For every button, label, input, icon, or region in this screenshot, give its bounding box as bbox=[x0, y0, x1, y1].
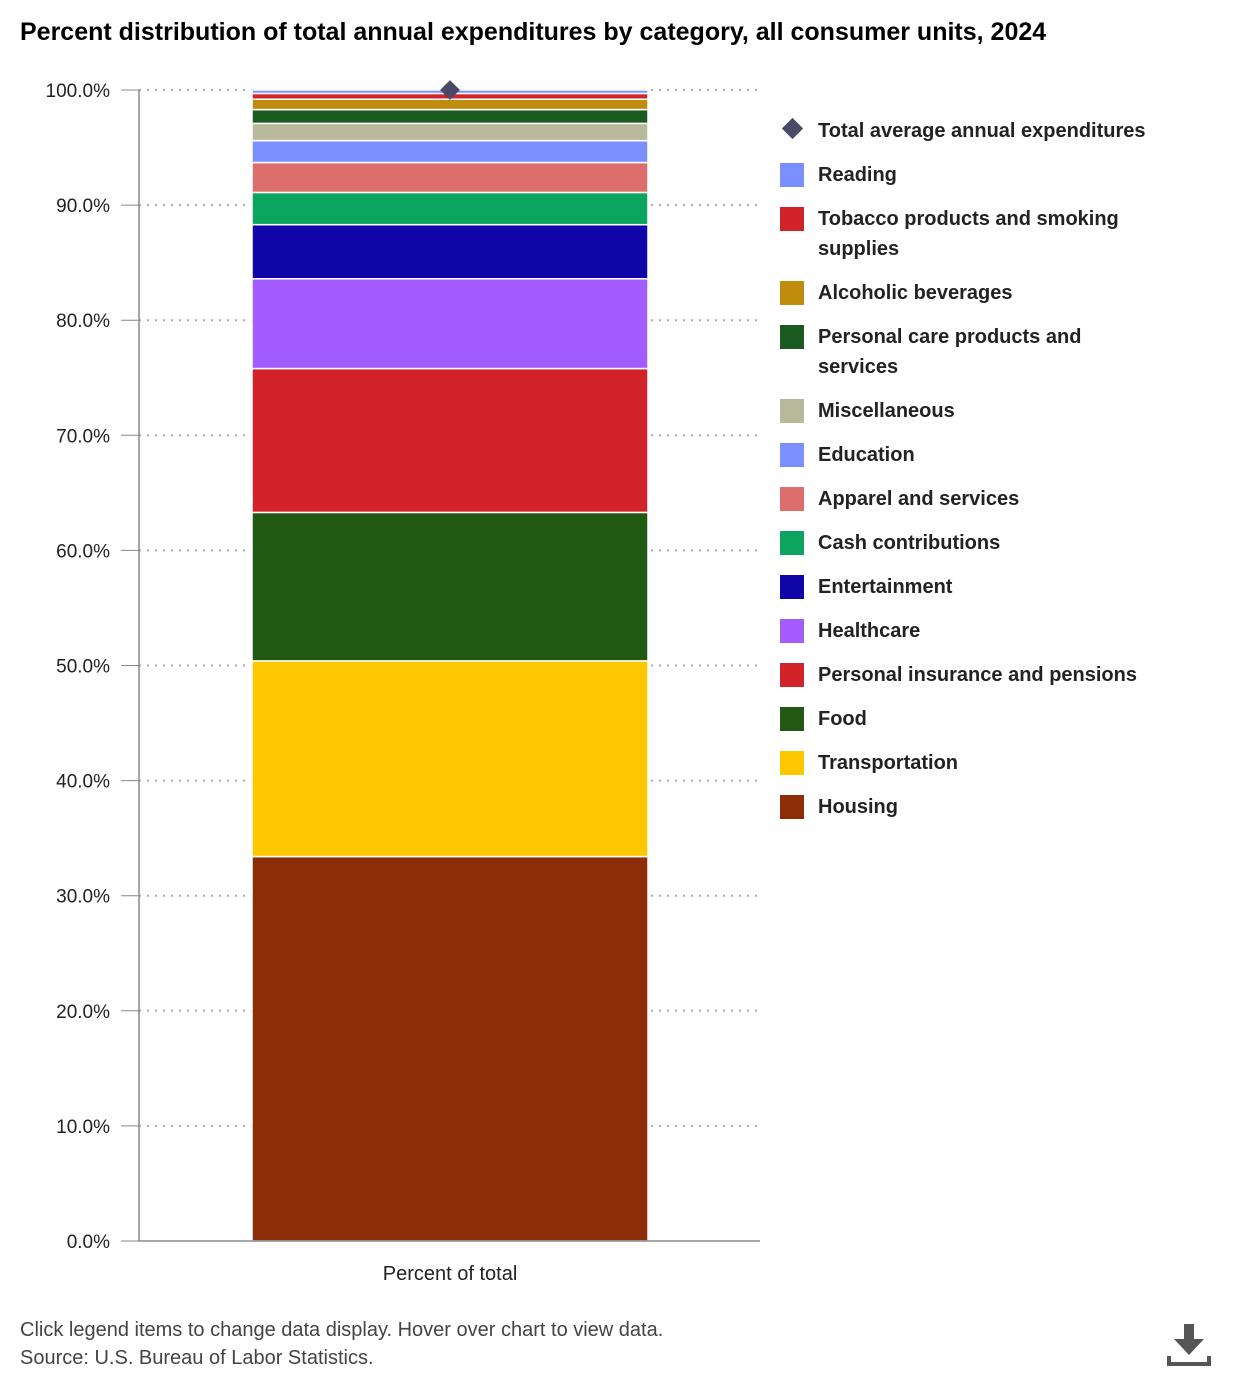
legend-swatch bbox=[780, 751, 804, 775]
bar-segment-cash-contributions[interactable] bbox=[251, 191, 649, 226]
y-tick-label: 90.0% bbox=[56, 196, 110, 217]
bar-segment-healthcare[interactable] bbox=[251, 278, 649, 370]
legend-label: Personal insurance and pensions bbox=[818, 664, 1137, 686]
legend-item[interactable]: Miscellaneous bbox=[780, 396, 1180, 426]
bar-segment-entertainment[interactable] bbox=[251, 223, 649, 280]
legend-swatch bbox=[780, 619, 804, 643]
instructions-text: Click legend items to change data displa… bbox=[20, 1319, 664, 1341]
legend-swatch bbox=[780, 487, 804, 511]
legend-swatch bbox=[780, 163, 804, 187]
legend: Total average annual expenditures Reading… bbox=[780, 116, 1180, 836]
legend-item[interactable]: Housing bbox=[780, 792, 1180, 822]
legend-swatch bbox=[780, 325, 804, 349]
y-tick-label: 60.0% bbox=[56, 541, 110, 562]
bar-segment-miscellaneous[interactable] bbox=[251, 122, 649, 142]
download-icon[interactable] bbox=[1166, 1322, 1212, 1368]
bar-segment-food[interactable] bbox=[251, 511, 649, 662]
legend-item[interactable]: Education bbox=[780, 440, 1180, 470]
legend-swatch bbox=[780, 795, 804, 819]
legend-swatch bbox=[781, 117, 804, 140]
y-tick-label: 70.0% bbox=[56, 426, 110, 447]
legend-item[interactable]: Personal care products and services bbox=[780, 322, 1180, 382]
legend-label: Food bbox=[818, 708, 867, 730]
chart-plot[interactable]: 0.0% 10.0% 20.0% 30.0% 40.0% 50.0% 60.0% 70.0% 8… bbox=[0, 0, 770, 1300]
y-tick-label: 50.0% bbox=[56, 657, 110, 678]
legend-item[interactable]: Cash contributions bbox=[780, 528, 1180, 558]
legend-item[interactable]: Reading bbox=[780, 160, 1180, 190]
bar-segment-alcoholic-beverages[interactable] bbox=[251, 98, 649, 111]
legend-label: Miscellaneous bbox=[818, 400, 955, 422]
legend-label: Transportation bbox=[818, 752, 959, 774]
y-tick-label: 10.0% bbox=[56, 1117, 110, 1138]
footer-note: Click legend items to change data displa… bbox=[20, 1316, 663, 1372]
y-tick-label: 80.0% bbox=[56, 311, 110, 332]
legend-label: Tobacco products and smoking supplies bbox=[818, 208, 1119, 260]
legend-label: Apparel and services bbox=[818, 488, 1020, 510]
legend-item[interactable]: Entertainment bbox=[780, 572, 1180, 602]
legend-item[interactable]: Apparel and services bbox=[780, 484, 1180, 514]
legend-swatch bbox=[780, 663, 804, 687]
legend-label: Healthcare bbox=[818, 620, 921, 642]
total-marker[interactable] bbox=[440, 80, 460, 100]
legend-label: Housing bbox=[818, 796, 898, 818]
legend-item[interactable]: Food bbox=[780, 704, 1180, 734]
legend-swatch bbox=[780, 207, 804, 231]
y-tick-label: 100.0% bbox=[46, 81, 111, 102]
legend-label: Reading bbox=[818, 164, 897, 186]
legend-swatch bbox=[780, 281, 804, 305]
legend-swatch bbox=[780, 707, 804, 731]
legend-item[interactable]: Personal insurance and pensions bbox=[780, 660, 1180, 690]
legend-swatch bbox=[780, 399, 804, 423]
legend-label: Total average annual expenditures bbox=[818, 120, 1146, 142]
y-tick-label: 0.0% bbox=[67, 1232, 110, 1253]
y-tick-label: 20.0% bbox=[56, 1002, 110, 1023]
legend-item[interactable]: Healthcare bbox=[780, 616, 1180, 646]
chart-title: Percent distribution of total annual exp… bbox=[20, 18, 1047, 46]
legend-label: Cash contributions bbox=[818, 532, 1001, 554]
legend-label: Entertainment bbox=[818, 576, 953, 598]
y-tick-label: 40.0% bbox=[56, 772, 110, 793]
legend-swatch bbox=[780, 443, 804, 467]
legend-item[interactable]: Total average annual expenditures bbox=[780, 116, 1180, 146]
bar-segment-personal-insurance-and-pensions[interactable] bbox=[251, 367, 649, 514]
legend-label: Personal care products and services bbox=[818, 326, 1082, 378]
legend-label: Alcoholic beverages bbox=[818, 282, 1013, 304]
legend-label: Education bbox=[818, 444, 915, 466]
source-text: Source: U.S. Bureau of Labor Statistics. bbox=[20, 1347, 374, 1369]
legend-item[interactable]: Alcoholic beverages bbox=[780, 278, 1180, 308]
bar-segment-apparel-and-services[interactable] bbox=[251, 161, 649, 194]
bar-segment-transportation[interactable] bbox=[251, 660, 649, 858]
bar-segment-personal-care-products-and-services[interactable] bbox=[251, 108, 649, 125]
bar-segment-housing[interactable] bbox=[251, 855, 649, 1242]
legend-item[interactable]: Transportation bbox=[780, 748, 1180, 778]
y-tick-label: 30.0% bbox=[56, 887, 110, 908]
bar-segment-education[interactable] bbox=[251, 139, 649, 164]
x-tick-label: Percent of total bbox=[383, 1263, 518, 1285]
legend-swatch bbox=[780, 531, 804, 555]
legend-item[interactable]: Tobacco products and smoking supplies bbox=[780, 204, 1180, 264]
legend-swatch bbox=[780, 575, 804, 599]
